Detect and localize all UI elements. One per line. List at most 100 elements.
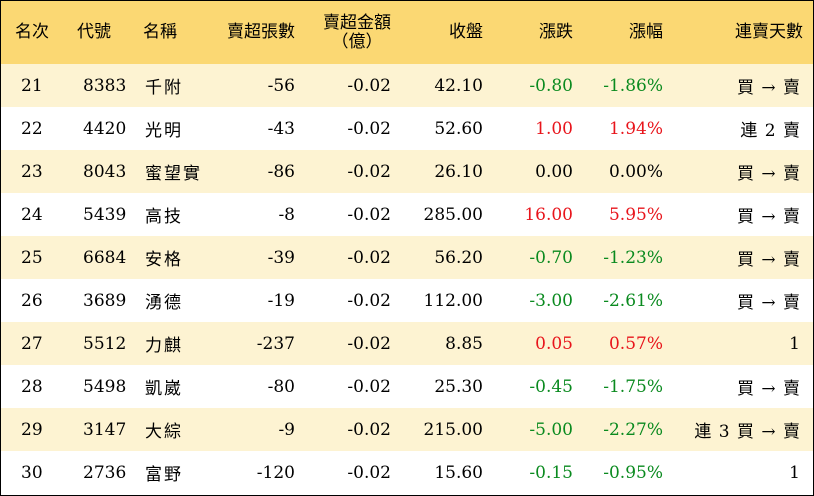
header-code[interactable]: 代號 [77,22,111,42]
cell-sell-streak: 連 3 買 → 賣 [694,422,801,442]
header-change-pct[interactable]: 漲幅 [629,22,663,42]
cell-code: 4420 [83,118,127,139]
cell-close: 52.60 [434,118,483,139]
cell-net-sell-amount: -0.02 [347,75,391,96]
cell-change-pct: -0.95% [603,462,663,483]
cell-rank: 27 [21,333,43,354]
cell-net-sell-lots: -56 [267,75,295,96]
table-row[interactable]: 29 3147 大綜 -9 -0.02 215.00 -5.00 -2.27% … [1,408,813,451]
table-row[interactable]: 26 3689 湧德 -19 -0.02 112.00 -3.00 -2.61%… [1,279,813,322]
cell-code: 5512 [83,333,127,354]
cell-sell-streak: 買 → 賣 [736,164,801,184]
cell-rank: 28 [21,376,43,397]
header-net-sell-amount-unit: （億） [331,31,383,52]
header-rank[interactable]: 名次 [15,22,49,42]
table-row[interactable]: 23 8043 蜜望實 -86 -0.02 26.10 0.00 0.00% 買… [1,150,813,193]
cell-rank: 22 [21,118,43,139]
cell-name: 力麒 [145,336,183,356]
header-net-sell-amount[interactable]: 賣超金額 （億） [305,1,401,64]
cell-close: 56.20 [434,247,483,268]
cell-change: 0.05 [535,333,573,354]
cell-close: 285.00 [423,204,483,225]
cell-change-pct: -2.61% [603,290,663,311]
table-row[interactable]: 21 8383 千附 -56 -0.02 42.10 -0.80 -1.86% … [1,64,813,107]
table-row[interactable]: 28 5498 凱崴 -80 -0.02 25.30 -0.45 -1.75% … [1,365,813,408]
cell-close: 8.85 [445,333,483,354]
cell-rank: 23 [21,161,43,182]
cell-sell-streak: 買 → 賣 [736,207,801,227]
cell-net-sell-lots: -9 [278,419,295,440]
cell-code: 5439 [83,204,127,225]
header-name[interactable]: 名稱 [143,22,177,42]
cell-name: 光明 [145,121,183,141]
cell-code: 6684 [83,247,127,268]
cell-change: -0.15 [529,462,573,483]
cell-change: -5.00 [529,419,573,440]
cell-change: 0.00 [535,161,573,182]
cell-sell-streak: 1 [789,333,801,354]
table-row[interactable]: 27 5512 力麒 -237 -0.02 8.85 0.05 0.57% 1 [1,322,813,365]
cell-net-sell-amount: -0.02 [347,118,391,139]
cell-change-pct: -1.86% [603,75,663,96]
cell-net-sell-lots: -80 [267,376,295,397]
cell-net-sell-lots: -237 [256,333,295,354]
cell-change: -3.00 [529,290,573,311]
cell-code: 5498 [83,376,127,397]
cell-change: 1.00 [535,118,573,139]
table-header-row: 名次 代號 名稱 賣超張數 賣超金額 （億） 收盤 漲跌 漲幅 連賣天數 [1,1,813,64]
cell-name: 高技 [145,207,183,227]
cell-code: 8043 [83,161,127,182]
cell-change-pct: -1.23% [603,247,663,268]
cell-code: 3689 [83,290,127,311]
cell-sell-streak: 買 → 賣 [736,78,801,98]
cell-close: 42.10 [434,75,483,96]
cell-change-pct: -1.75% [603,376,663,397]
cell-change: -0.45 [529,376,573,397]
table-row[interactable]: 25 6684 安格 -39 -0.02 56.20 -0.70 -1.23% … [1,236,813,279]
cell-net-sell-amount: -0.02 [347,333,391,354]
header-net-sell-amount-label: 賣超金額 [323,12,391,33]
cell-change-pct: 0.00% [608,161,663,182]
cell-name: 蜜望實 [145,164,202,184]
cell-change-pct: 0.57% [608,333,663,354]
table-row[interactable]: 24 5439 高技 -8 -0.02 285.00 16.00 5.95% 買… [1,193,813,236]
cell-rank: 29 [21,419,43,440]
cell-net-sell-lots: -43 [267,118,295,139]
cell-net-sell-amount: -0.02 [347,419,391,440]
cell-close: 215.00 [423,419,483,440]
header-sell-streak[interactable]: 連賣天數 [735,22,803,42]
cell-rank: 30 [21,462,43,483]
cell-net-sell-amount: -0.02 [347,247,391,268]
cell-change: -0.80 [529,75,573,96]
cell-rank: 26 [21,290,43,311]
cell-net-sell-amount: -0.02 [347,462,391,483]
cell-change: -0.70 [529,247,573,268]
cell-rank: 25 [21,247,43,268]
cell-net-sell-amount: -0.02 [347,161,391,182]
table-body: 21 8383 千附 -56 -0.02 42.10 -0.80 -1.86% … [1,64,813,494]
cell-sell-streak: 買 → 賣 [736,293,801,313]
header-close[interactable]: 收盤 [449,22,483,42]
cell-net-sell-lots: -86 [267,161,295,182]
cell-sell-streak: 買 → 賣 [736,250,801,270]
header-net-sell-lots[interactable]: 賣超張數 [227,22,295,42]
cell-name: 安格 [145,250,183,270]
cell-rank: 24 [21,204,43,225]
header-change[interactable]: 漲跌 [539,22,573,42]
cell-change-pct: 1.94% [608,118,663,139]
cell-name: 千附 [145,78,183,98]
cell-change: 16.00 [524,204,573,225]
table-row[interactable]: 30 2736 富野 -120 -0.02 15.60 -0.15 -0.95%… [1,451,813,494]
cell-net-sell-lots: -120 [256,462,295,483]
table-row[interactable]: 22 4420 光明 -43 -0.02 52.60 1.00 1.94% 連 … [1,107,813,150]
cell-sell-streak: 買 → 賣 [736,379,801,399]
cell-net-sell-amount: -0.02 [347,204,391,225]
cell-sell-streak: 1 [789,462,801,483]
cell-change-pct: -2.27% [603,419,663,440]
cell-name: 凱崴 [145,379,183,399]
cell-name: 大綜 [145,422,183,442]
cell-sell-streak: 連 2 賣 [740,121,801,141]
cell-name: 湧德 [145,293,183,313]
cell-close: 112.00 [423,290,483,311]
